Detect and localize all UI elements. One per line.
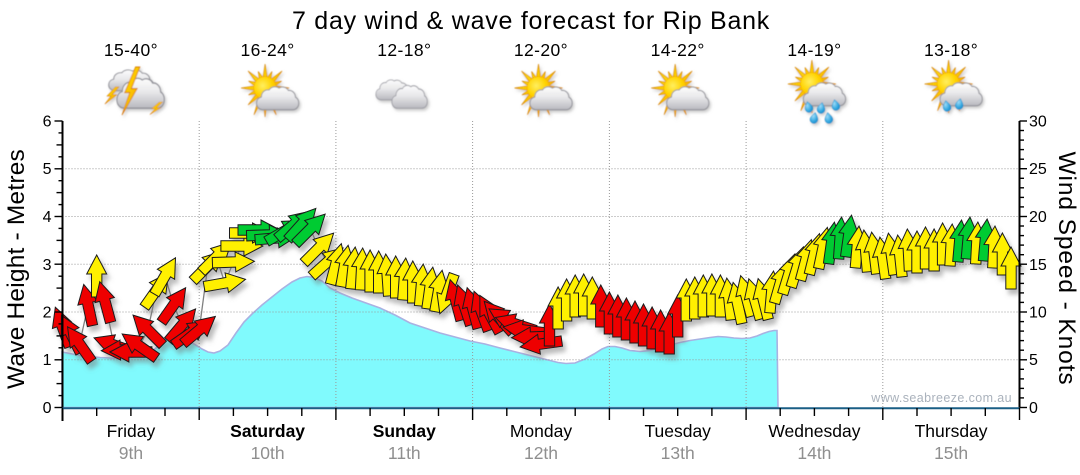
svg-text:16-24°: 16-24°: [241, 40, 295, 60]
svg-text:12th: 12th: [524, 443, 558, 463]
svg-text:Wave Height - Metres: Wave Height - Metres: [3, 149, 30, 389]
svg-text:20: 20: [1029, 209, 1047, 226]
svg-text:30: 30: [1029, 114, 1047, 131]
svg-text:4: 4: [43, 209, 52, 226]
svg-text:0: 0: [43, 400, 52, 417]
svg-text:10: 10: [1029, 305, 1047, 322]
svg-text:3: 3: [43, 257, 52, 274]
svg-text:www.seabreeze.com.au: www.seabreeze.com.au: [870, 391, 1012, 405]
svg-text:14-19°: 14-19°: [787, 40, 841, 60]
svg-text:Wednesday: Wednesday: [768, 421, 860, 441]
svg-text:9th: 9th: [119, 443, 143, 463]
svg-text:7 day wind & wave forecast for: 7 day wind & wave forecast for Rip Bank: [292, 7, 770, 35]
svg-text:10th: 10th: [251, 443, 285, 463]
svg-text:Monday: Monday: [510, 421, 573, 441]
svg-text:11th: 11th: [388, 443, 421, 463]
svg-text:13-18°: 13-18°: [924, 40, 978, 60]
svg-text:14-22°: 14-22°: [651, 40, 705, 60]
svg-text:Thursday: Thursday: [915, 421, 988, 441]
svg-text:Saturday: Saturday: [230, 421, 305, 441]
svg-text:2: 2: [43, 305, 52, 322]
svg-text:12-20°: 12-20°: [514, 40, 568, 60]
svg-text:Friday: Friday: [107, 421, 156, 441]
svg-text:Tuesday: Tuesday: [644, 421, 711, 441]
svg-text:Wind Speed - Knots: Wind Speed - Knots: [1053, 151, 1080, 385]
svg-text:5: 5: [1029, 352, 1038, 369]
svg-text:15: 15: [1029, 257, 1047, 274]
svg-text:0: 0: [1029, 400, 1038, 417]
svg-text:1: 1: [43, 352, 52, 369]
svg-text:12-18°: 12-18°: [377, 40, 431, 60]
svg-text:13th: 13th: [661, 443, 695, 463]
svg-text:25: 25: [1029, 161, 1047, 178]
svg-text:6: 6: [43, 114, 52, 131]
svg-text:15-40°: 15-40°: [104, 40, 158, 60]
svg-text:15th: 15th: [934, 443, 968, 463]
svg-text:14th: 14th: [797, 443, 831, 463]
svg-text:Sunday: Sunday: [373, 421, 436, 441]
svg-text:5: 5: [43, 161, 52, 178]
